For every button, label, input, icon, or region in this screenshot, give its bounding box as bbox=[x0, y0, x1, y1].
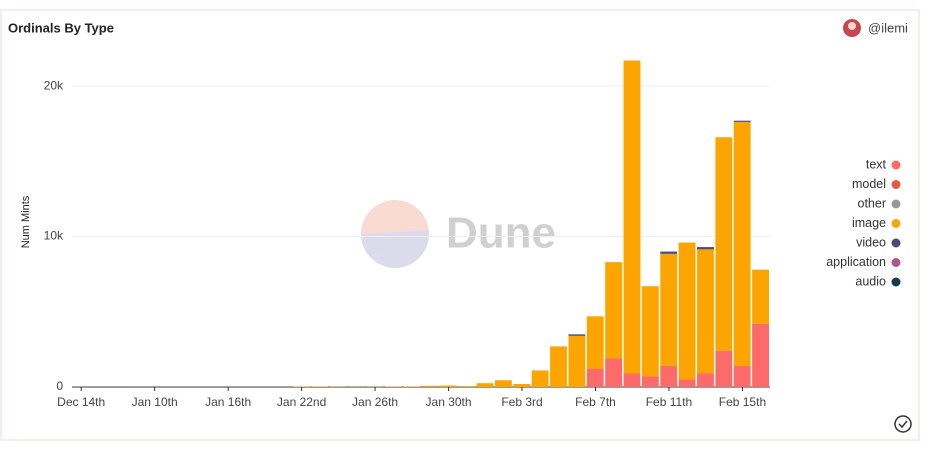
bar-segment bbox=[752, 323, 769, 387]
legend-label: text bbox=[866, 157, 887, 171]
legend-dot bbox=[891, 277, 901, 287]
y-tick-label: 20k bbox=[44, 78, 64, 92]
y-tick-label: 0 bbox=[56, 379, 63, 393]
bar-segment bbox=[697, 249, 714, 374]
bar-segment bbox=[568, 335, 586, 387]
watermark: Dune bbox=[361, 200, 556, 268]
bar-segment bbox=[733, 365, 751, 387]
legend-label: audio bbox=[855, 274, 886, 288]
x-tick-label: Feb 3rd bbox=[501, 395, 542, 409]
legend-label: other bbox=[858, 196, 887, 210]
bar-segment bbox=[421, 385, 439, 387]
bar-segment bbox=[715, 137, 733, 351]
x-tick-label: Dec 14th bbox=[57, 395, 105, 409]
bar-segment bbox=[623, 373, 641, 387]
bar-segment bbox=[715, 350, 733, 387]
bar-segment bbox=[678, 379, 696, 387]
bar-segment bbox=[605, 358, 623, 387]
bar-segment bbox=[458, 386, 476, 387]
legend-dot bbox=[891, 258, 901, 267]
check-icon[interactable] bbox=[894, 415, 912, 433]
bar-segment bbox=[733, 121, 751, 366]
legend-label: model bbox=[852, 177, 886, 191]
author: @ilemi bbox=[868, 20, 908, 35]
bar-segment bbox=[403, 386, 420, 387]
watermark-logo-bottom bbox=[361, 230, 429, 268]
legend-label: application bbox=[826, 255, 886, 269]
bar-segment bbox=[586, 368, 604, 387]
y-tick-label: 10k bbox=[44, 229, 64, 243]
legend-dot bbox=[891, 238, 901, 248]
x-tick-label: Feb 11th bbox=[646, 395, 692, 409]
bar-segment bbox=[605, 262, 623, 359]
watermark-text: Dune bbox=[446, 209, 556, 258]
bar-segment bbox=[476, 383, 494, 387]
bar-segment bbox=[641, 286, 659, 377]
avatar-face bbox=[848, 22, 856, 30]
y-axis-label: Num Mints bbox=[20, 195, 32, 248]
x-tick-label: Feb 7th bbox=[575, 395, 616, 409]
chart-title: Ordinals By Type bbox=[8, 20, 114, 35]
x-tick-label: Jan 16th bbox=[205, 395, 251, 409]
x-tick-label: Feb 15th bbox=[719, 395, 766, 409]
bar-segment bbox=[733, 120, 751, 122]
watermark-logo-top bbox=[361, 200, 429, 234]
bar-segment bbox=[752, 269, 769, 324]
bar-segment bbox=[311, 386, 329, 387]
bar-segment bbox=[550, 346, 567, 387]
bar-segment bbox=[660, 365, 678, 387]
bar-segment bbox=[678, 242, 696, 380]
bar-segment bbox=[697, 247, 714, 250]
x-tick-label: Jan 10th bbox=[132, 395, 178, 409]
legend-label: image bbox=[852, 216, 886, 230]
legend-dot bbox=[891, 160, 901, 170]
x-tick-label: Jan 22nd bbox=[277, 395, 326, 409]
check-mark bbox=[898, 420, 908, 429]
x-tick-label: Jan 26th bbox=[352, 395, 398, 409]
bar-segment bbox=[586, 316, 604, 369]
legend-dot bbox=[891, 199, 901, 209]
bar-segment bbox=[660, 253, 678, 366]
bar-segment bbox=[641, 376, 659, 387]
bar-segment bbox=[623, 60, 641, 374]
legend-label: video bbox=[856, 235, 886, 249]
legend-dot bbox=[891, 180, 901, 189]
bar-segment bbox=[439, 385, 457, 387]
bar-segment bbox=[513, 383, 531, 387]
legend-dot bbox=[891, 219, 901, 228]
x-tick-label: Jan 30th bbox=[426, 395, 472, 409]
bar-segment bbox=[568, 334, 586, 336]
bar-segment bbox=[494, 380, 512, 387]
bar-segment bbox=[697, 373, 714, 387]
bar-segment bbox=[531, 370, 549, 387]
bar-segment bbox=[660, 251, 678, 254]
